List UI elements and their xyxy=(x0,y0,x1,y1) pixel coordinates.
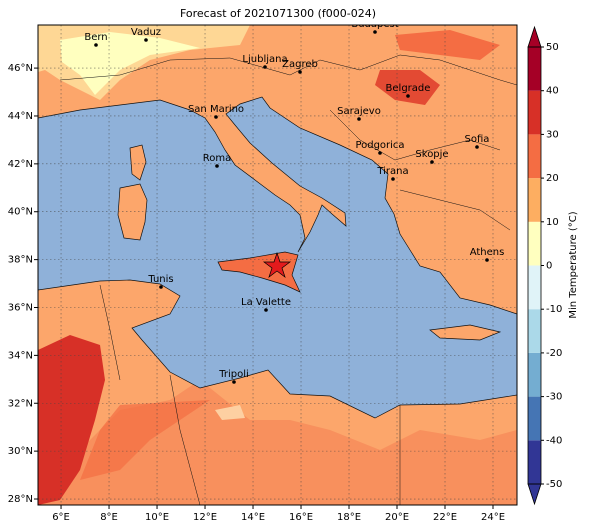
city-label: Ljubljana xyxy=(242,54,287,65)
city-dot xyxy=(214,115,218,119)
city-dot xyxy=(430,160,434,164)
city-label: Tunis xyxy=(147,274,173,285)
city-dot xyxy=(475,145,479,149)
city-label: La Valette xyxy=(241,297,291,308)
city-dot xyxy=(373,30,377,34)
colorbar-tick-label: 40 xyxy=(546,86,559,97)
colorbar-tick-label: -10 xyxy=(546,304,562,315)
x-tick-label: 22°E xyxy=(433,512,457,523)
colorbar-tick-label: -50 xyxy=(546,479,562,490)
pannonia-hot xyxy=(375,70,440,105)
event-star xyxy=(262,251,292,278)
hungary-warm xyxy=(395,30,500,60)
map-title: Forecast of 2021071300 (f000-024) xyxy=(180,7,376,20)
cool-patch xyxy=(215,405,245,420)
city-dot xyxy=(406,94,410,98)
colorbar-extend-top xyxy=(527,25,542,48)
y-tick-label: 42°N xyxy=(8,159,33,170)
colorbar-segment xyxy=(528,352,541,397)
crete xyxy=(429,324,502,341)
x-tick-label: 20°E xyxy=(385,512,409,523)
city-label: Athens xyxy=(470,247,505,258)
border xyxy=(59,54,517,86)
x-tick-label: 6°E xyxy=(52,512,70,523)
colorbar: -50 -40 -30 -20 -10 0 10 20 30 40 50 xyxy=(527,25,562,506)
sardinia xyxy=(117,183,148,241)
y-tick-label: 44°N xyxy=(8,111,33,122)
y-tick-label: 38°N xyxy=(8,255,33,266)
city-dot xyxy=(144,38,148,42)
colorbar-segment xyxy=(528,396,541,441)
graticule xyxy=(38,25,517,505)
y-tick-label: 30°N xyxy=(8,446,33,457)
city-label: Tripoli xyxy=(218,369,249,380)
y-tick-label: 34°N xyxy=(8,350,33,361)
city-label: Sarajevo xyxy=(337,106,381,117)
city-label: Podgorica xyxy=(355,140,404,151)
city-dot xyxy=(264,308,268,312)
colorbar-label: Min Temperature (°C) xyxy=(568,211,579,318)
x-tick-label: 12°E xyxy=(193,512,217,523)
city-label: Vaduz xyxy=(131,27,161,38)
x-tick-label: 10°E xyxy=(145,512,169,523)
city-dot xyxy=(391,177,395,181)
city-label: Belgrade xyxy=(386,83,431,94)
hot-zone xyxy=(38,335,105,505)
colorbar-segment xyxy=(528,440,541,484)
colorbar-tick-label: 10 xyxy=(546,217,559,228)
y-tick-label: 40°N xyxy=(8,207,33,218)
city-dot xyxy=(232,380,236,384)
city-dot xyxy=(298,70,302,74)
colorbar-segment xyxy=(528,47,541,91)
x-tick-label: 16°E xyxy=(289,512,313,523)
city-dot xyxy=(485,258,489,262)
axes: 6°E 8°E 10°E 12°E 14°E 16°E 18°E 20°E 22°E 24°E 28… xyxy=(8,63,505,523)
city-label: Budapest xyxy=(351,19,398,30)
border xyxy=(99,109,511,505)
city-label: San Marino xyxy=(188,104,244,115)
y-tick-label: 36°N xyxy=(8,302,33,313)
city-dot xyxy=(378,151,382,155)
map-frame xyxy=(37,24,518,506)
city-dot xyxy=(94,43,98,47)
colorbar-tick-label: 30 xyxy=(546,129,559,140)
y-tick-label: 28°N xyxy=(8,494,33,505)
colorbar-segment xyxy=(528,265,541,310)
colorbar-tick-label: 20 xyxy=(546,173,559,184)
colorbar-tick-label: -20 xyxy=(546,348,562,359)
city-label: Zagreb xyxy=(282,59,318,70)
x-tick-label: 18°E xyxy=(337,512,361,523)
alps-cold xyxy=(60,32,200,95)
x-tick-label: 8°E xyxy=(100,512,118,523)
colorbar-tick-label: 0 xyxy=(546,261,552,272)
colorbar-segment xyxy=(528,178,541,222)
colorbar-extend-bottom xyxy=(527,483,542,506)
city-label: Sofia xyxy=(465,134,490,145)
city-dot xyxy=(357,117,361,121)
city-label: Bern xyxy=(84,32,107,43)
colorbar-tick-label: 50 xyxy=(546,42,559,53)
y-tick-label: 46°N xyxy=(8,63,33,74)
y-tick-label: 32°N xyxy=(8,398,33,409)
colorbar-segment xyxy=(528,90,541,135)
city-label: Skopje xyxy=(415,149,448,160)
colorbar-segment xyxy=(528,134,541,179)
libya-warm xyxy=(80,400,210,480)
colorbar-segment xyxy=(528,221,541,266)
colorbar-tick-label: -30 xyxy=(546,392,562,403)
colorbar-tick-label: -40 xyxy=(546,435,562,446)
city-label: Tirana xyxy=(376,166,408,177)
x-tick-label: 24°E xyxy=(481,512,505,523)
city-label: Roma xyxy=(203,153,232,164)
city-dot xyxy=(263,65,267,69)
corsica xyxy=(129,144,147,181)
x-tick-label: 14°E xyxy=(241,512,265,523)
colorbar-segment xyxy=(528,309,541,353)
city-dot xyxy=(215,164,219,168)
city-dot xyxy=(159,285,163,289)
